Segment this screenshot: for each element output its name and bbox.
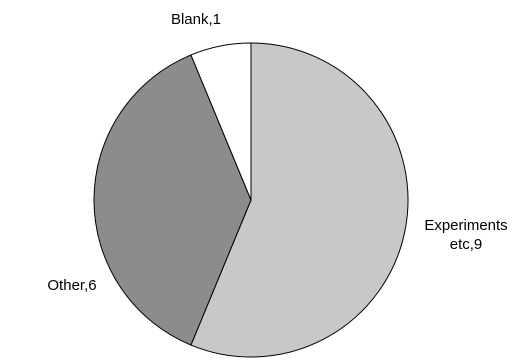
data-label-experiments-etc: Experiments etc,9 <box>424 217 507 253</box>
pie-slice-experiments-etc <box>190 42 409 358</box>
data-label-blank: Blank,1 <box>171 11 221 28</box>
pie-slices <box>93 42 409 358</box>
pie-slice-blank <box>190 42 252 201</box>
data-label-line: Experiments <box>424 217 507 234</box>
data-label-line: Other,6 <box>47 277 96 294</box>
data-label-other: Other,6 <box>47 277 96 294</box>
pie-slice-other <box>93 54 252 346</box>
data-label-line: Blank,1 <box>171 11 221 28</box>
pie-labels: Experiments etc,9 Other,6 Blank,1 <box>47 11 507 294</box>
data-label-line: etc,9 <box>450 236 483 253</box>
